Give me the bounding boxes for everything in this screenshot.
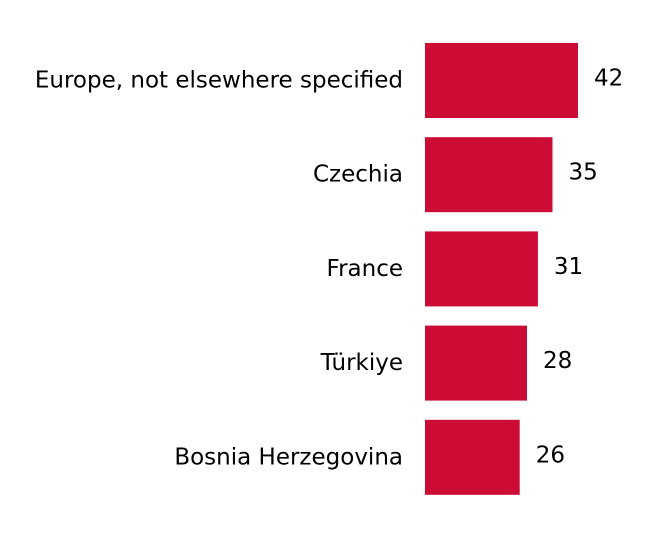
category-label-france: France [327,256,403,282]
value-labels: 42 35 31 28 26 [536,66,624,469]
bar-france [425,231,538,307]
value-label-france: 31 [554,254,583,280]
category-labels: Europe, not elsewhere specified Czechia Fr… [35,68,403,471]
bar-czechia [425,137,553,213]
value-label-bosnia-herzegovina: 26 [536,442,565,468]
category-label-europe-not-elsewhere-specified: Europe, not elsewhere specified [35,68,403,94]
value-label-czechia: 35 [569,160,598,186]
category-label-czechia: Czechia [313,162,403,188]
category-label-bosnia-herzegovina: Bosnia Herzegovina [174,444,403,470]
value-label-europe-not-elsewhere-specified: 42 [594,66,623,92]
bar-t-rkiye [425,325,527,401]
value-label-t-rkiye: 28 [543,348,572,374]
bar-bosnia-herzegovina [425,419,520,495]
category-label-t-rkiye: Türkiye [320,350,403,376]
bars [425,43,578,495]
bar-europe-not-elsewhere-specified [425,43,578,118]
